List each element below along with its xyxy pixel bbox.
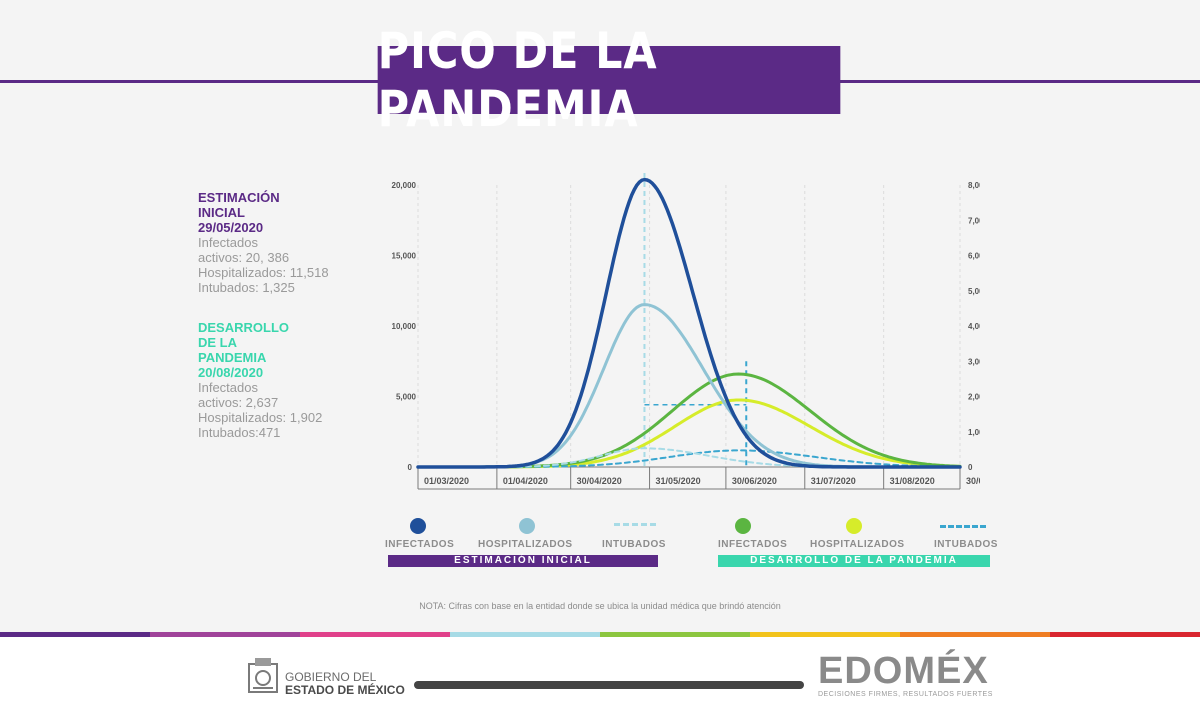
y-right-tick-label: 8,000 xyxy=(968,181,980,190)
desarrollo-line-4: Intubados:471 xyxy=(198,425,281,440)
estimacion-line-3: Hospitalizados: 11,518 xyxy=(198,265,329,280)
state-seal-icon xyxy=(248,658,278,693)
desarrollo-panel: DESARROLLO DE LA PANDEMIA 20/08/2020 Inf… xyxy=(198,320,322,440)
y-right-tick-label: 4,000 xyxy=(968,322,980,331)
gobierno-label: GOBIERNO DEL ESTADO DE MÉXICO xyxy=(285,671,405,697)
y-right-tick-label: 0 xyxy=(968,463,973,472)
estimacion-heading-1: ESTIMACIÓN xyxy=(198,190,280,205)
x-tick-label: 01/03/2020 xyxy=(424,476,469,486)
estimacion-heading-2: INICIAL xyxy=(198,205,245,220)
legend-est-infectados: INFECTADOS xyxy=(385,539,455,550)
y-left-tick-label: 5,000 xyxy=(396,393,417,402)
legend-dev-intubados-dash xyxy=(940,525,986,528)
estimacion-date: 29/05/2020 xyxy=(198,220,264,235)
legend-est-intubados: INTUBADOS xyxy=(602,539,666,550)
pandemic-peak-chart: 01/03/2020 01/04/2020 30/04/2020 31/05/2020… xyxy=(392,173,980,490)
legend-est-infectados-dot xyxy=(410,518,426,534)
y-right-tick-label: 3,000 xyxy=(968,357,980,366)
x-tick-label: 01/04/2020 xyxy=(503,476,548,486)
series-line-estimación-hospitalizados xyxy=(416,303,962,469)
gobierno-line-2: ESTADO DE MÉXICO xyxy=(285,683,405,697)
legend-dev-hospitalizados-dot xyxy=(846,518,862,534)
x-tick-label: 30/06/2020 xyxy=(732,476,777,486)
y-left-tick-label: 10,000 xyxy=(392,322,417,331)
x-tick-label: 30/09/2020 xyxy=(966,476,980,486)
estimacion-line-2: activos: 20, 386 xyxy=(198,250,290,265)
edomex-tagline: DECISIONES FIRMES, RESULTADOS FUERTES xyxy=(818,691,993,698)
desarrollo-line-3: Hospitalizados: 1,902 xyxy=(198,410,323,425)
desarrollo-heading-1: DESARROLLO xyxy=(198,320,289,335)
legend-dev-intubados: INTUBADOS xyxy=(934,539,998,550)
x-tick-label: 31/05/2020 xyxy=(656,476,701,486)
y-left-tick-label: 20,000 xyxy=(392,181,417,190)
y-right-tick-label: 1,000 xyxy=(968,428,980,437)
estimacion-line-1: Infectados xyxy=(198,235,258,250)
footnote: NOTA: Cifras con base en la entidad dond… xyxy=(419,601,781,611)
estimacion-panel: ESTIMACIÓN INICIAL 29/05/2020 Infectados… xyxy=(198,190,329,295)
y-right-tick-label: 6,000 xyxy=(968,252,980,261)
y-left-tick-label: 15,000 xyxy=(392,252,417,261)
estimacion-line-4: Intubados: 1,325 xyxy=(198,280,295,295)
x-tick-label: 31/07/2020 xyxy=(811,476,856,486)
y-right-tick-label: 2,000 xyxy=(968,393,980,402)
color-stripes xyxy=(0,632,1200,637)
legend-est-intubados-dash xyxy=(614,523,656,526)
home-indicator[interactable] xyxy=(414,681,804,689)
gobierno-line-1: GOBIERNO DEL xyxy=(285,670,377,684)
legend-est-hospitalizados-dot xyxy=(519,518,535,534)
desarrollo-line-1: Infectados xyxy=(198,380,258,395)
desarrollo-date: 20/08/2020 xyxy=(198,365,264,380)
page-title: PICO DE LA PANDEMIA xyxy=(377,22,841,138)
series-line-desarrollo-hospitalizados xyxy=(416,398,962,469)
legend-bar-estimacion: ESTIMACIÓN INICIAL xyxy=(388,555,658,567)
x-tick-label: 31/08/2020 xyxy=(890,476,935,486)
legend-bar-desarrollo: DESARROLLO DE LA PANDEMIA xyxy=(718,555,990,567)
edomex-logo: EDOMÉX xyxy=(818,650,989,692)
y-right-tick-label: 7,000 xyxy=(968,216,980,225)
footer xyxy=(0,637,1200,705)
legend-dev-hospitalizados: HOSPITALIZADOS xyxy=(810,539,905,550)
y-left-tick-label: 0 xyxy=(408,463,413,472)
legend-dev-infectados: INFECTADOS xyxy=(718,539,788,550)
desarrollo-heading-3: PANDEMIA xyxy=(198,350,267,365)
desarrollo-heading-2: DE LA xyxy=(198,335,237,350)
series-line-estimación-infectados xyxy=(416,177,962,469)
desarrollo-line-2: activos: 2,637 xyxy=(198,395,279,410)
legend-est-hospitalizados: HOSPITALIZADOS xyxy=(478,539,573,550)
x-tick-label: 30/04/2020 xyxy=(577,476,622,486)
y-right-tick-label: 5,000 xyxy=(968,287,980,296)
legend-dev-infectados-dot xyxy=(735,518,751,534)
